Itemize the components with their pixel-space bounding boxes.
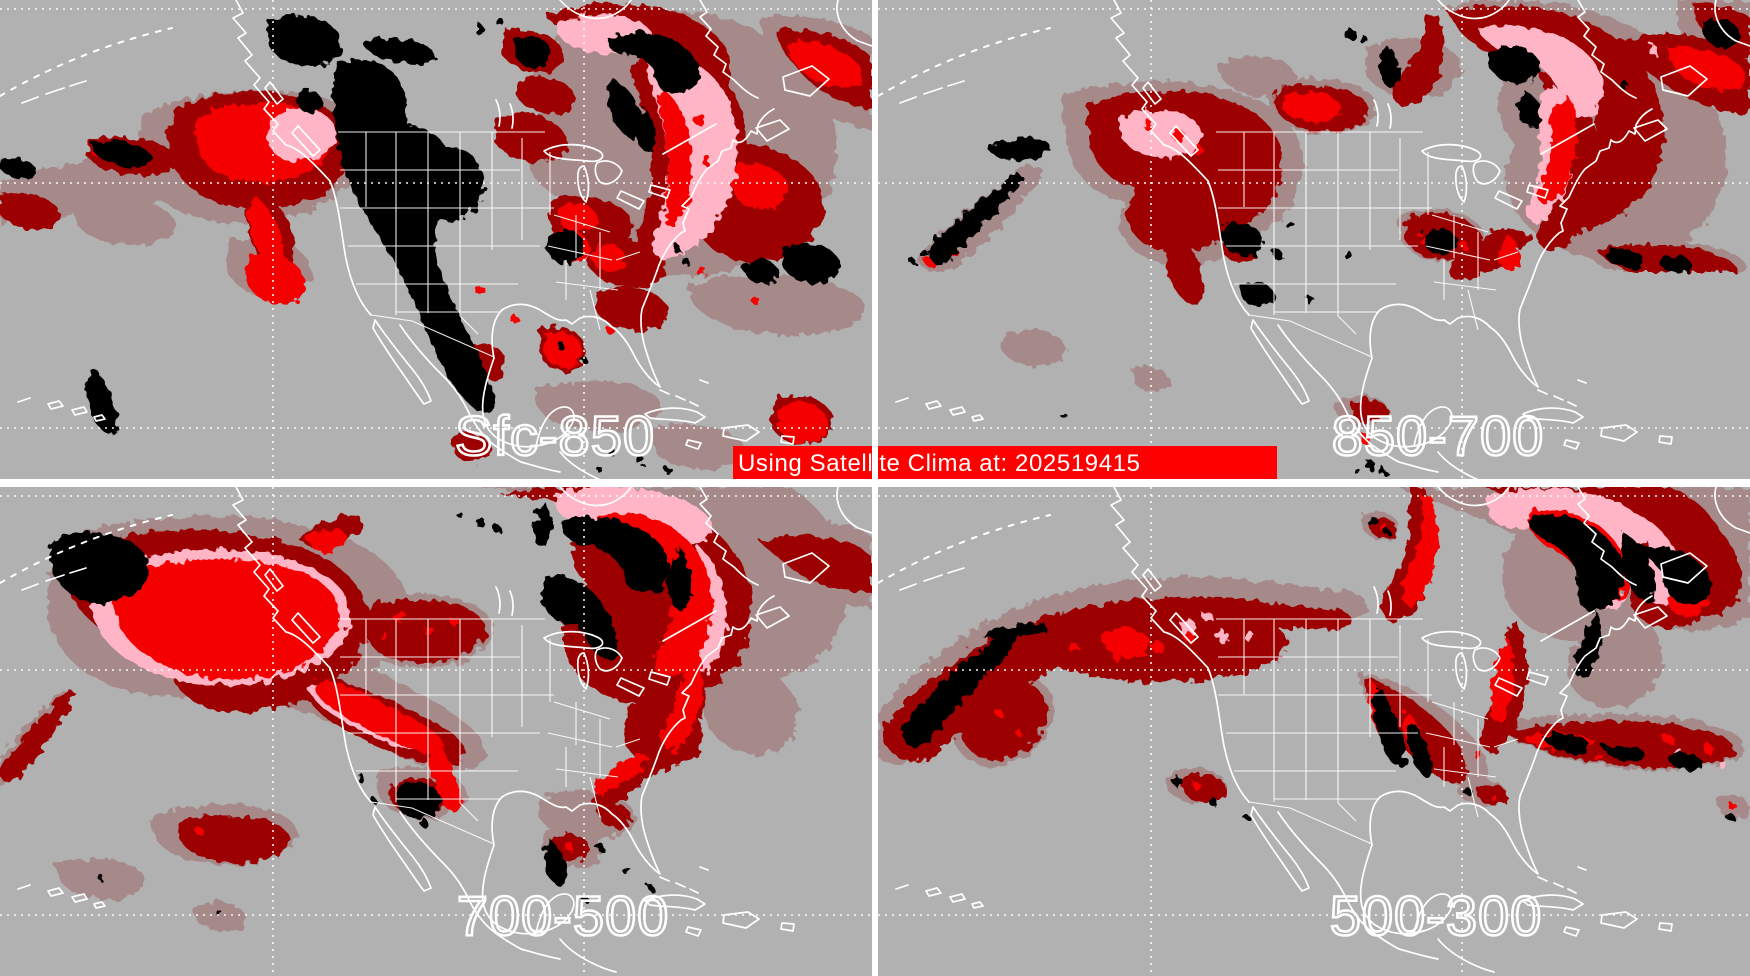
map-500-300 (878, 487, 1750, 976)
data-blobs-850-700 (910, 0, 1750, 476)
status-banner-text: Using Satellite Clima at: 202519415 (738, 449, 1141, 477)
data-blobs-500-300 (878, 487, 1750, 821)
layer-label-700-500: 700-500 (455, 884, 670, 947)
map-sfc-850 (0, 0, 872, 479)
vertical-panel-divider (872, 0, 878, 976)
layer-label-850-700: 850-700 (1330, 404, 1545, 467)
data-blobs-sfc-850 (0, 3, 872, 474)
layer-label-500-300: 500-300 (1328, 884, 1543, 947)
horizontal-panel-divider (0, 479, 1750, 487)
data-blobs-700-500 (0, 487, 872, 932)
panel-sfc-850 (0, 0, 872, 479)
layer-label-sfc-850: Sfc-850 (454, 404, 656, 467)
panel-850-700 (878, 0, 1750, 479)
map-700-500 (0, 487, 872, 976)
panel-700-500 (0, 487, 872, 976)
map-850-700 (878, 0, 1750, 479)
panel-500-300 (878, 487, 1750, 976)
status-banner: Using Satellite Clima at: 202519415 (733, 446, 1277, 481)
